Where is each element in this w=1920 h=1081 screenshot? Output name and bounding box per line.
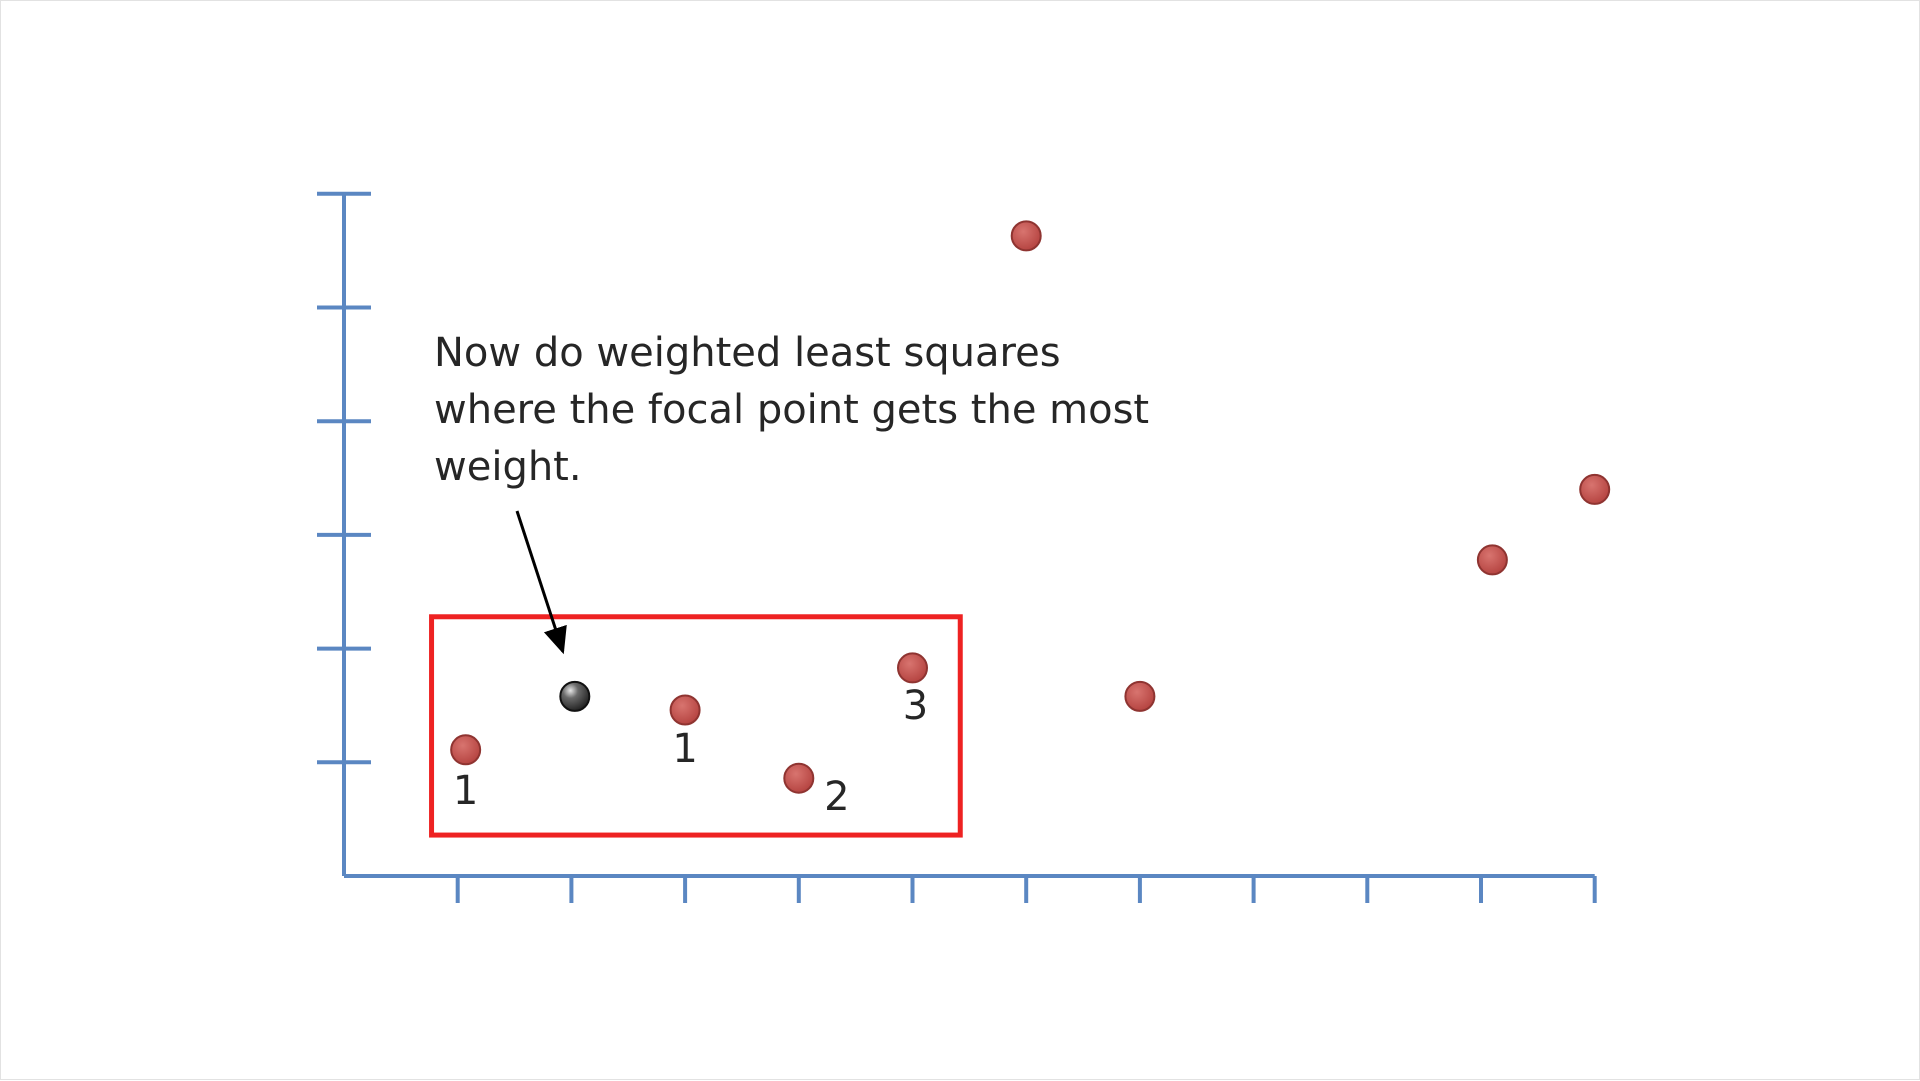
point-label: 1 [453,768,478,814]
data-points [450,220,1611,794]
annotation-line-3: weight. [434,444,582,490]
axes [317,191,1597,903]
data-point [1476,544,1508,576]
point-labels: 1 1 2 3 [453,683,928,820]
annotation-line-1: Now do weighted least squares [434,330,1061,376]
annotation-arrow [515,510,567,655]
window-box [429,614,963,838]
point-label: 1 [672,726,697,772]
focal-point [559,680,591,712]
arrow-layer [515,510,567,655]
data-point [783,762,815,794]
point-label: 2 [824,774,849,820]
data-point [669,694,701,726]
data-point [450,734,482,766]
data-point [1579,473,1611,505]
annotation-line-2: where the focal point gets the most [434,387,1150,433]
annotation-text: Now do weighted least squares where the … [434,325,1194,496]
data-point [897,652,928,684]
window-layer [429,614,963,838]
data-point [1010,220,1042,252]
data-point [1124,680,1156,712]
point-label: 3 [903,683,928,729]
